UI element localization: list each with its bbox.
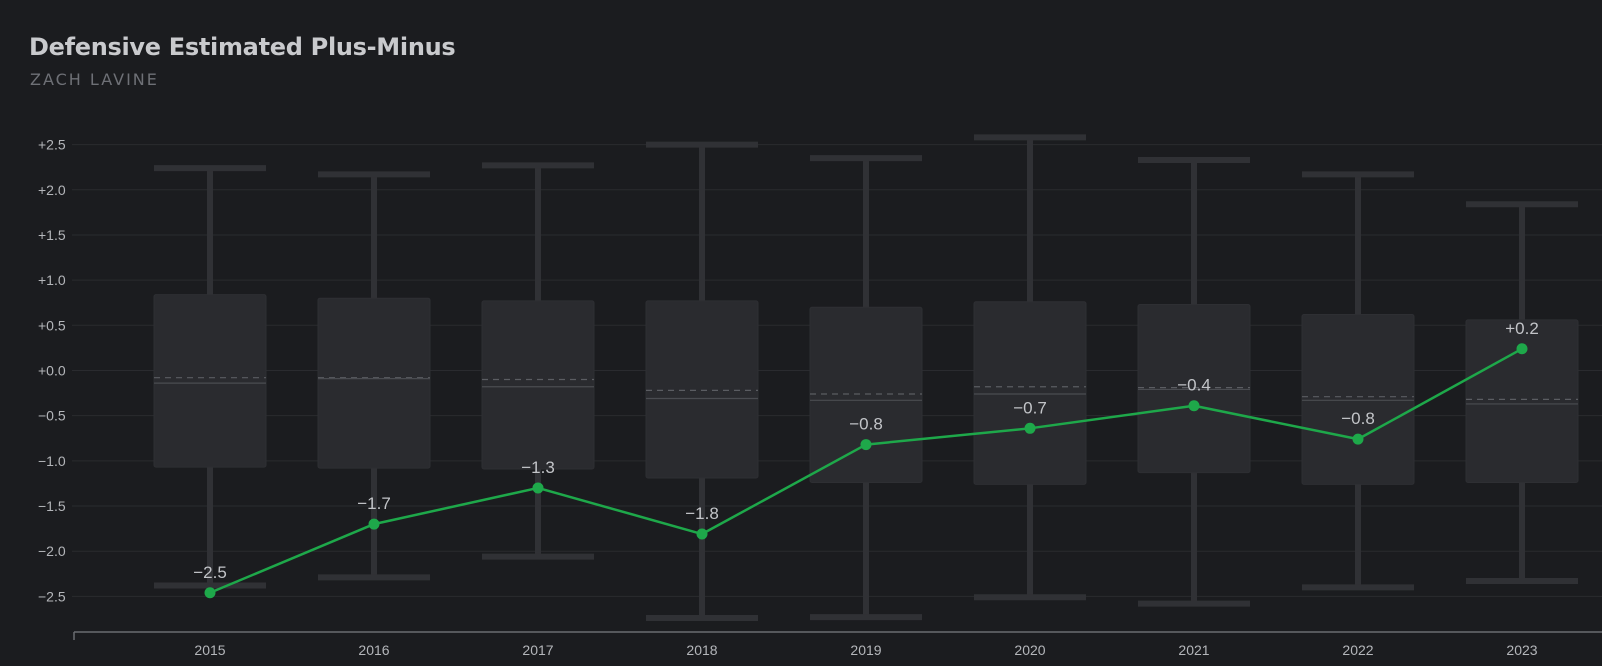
data-point	[696, 528, 708, 540]
y-tick-label: −0.5	[38, 408, 66, 424]
distribution-box	[317, 171, 431, 581]
distribution-box	[809, 155, 923, 621]
distribution-box	[1301, 171, 1415, 591]
y-tick-label: +2.0	[38, 182, 66, 198]
y-tick-label: −1.0	[38, 453, 66, 469]
interquartile-box	[317, 297, 431, 469]
interquartile-box	[645, 300, 759, 479]
data-label: −0.4	[1177, 376, 1211, 395]
data-label: −1.3	[521, 458, 555, 477]
x-tick-label: 2015	[194, 642, 225, 658]
distribution-boxes	[153, 134, 1579, 622]
y-tick-label: +2.5	[38, 137, 66, 153]
interquartile-box	[1465, 319, 1579, 484]
interquartile-box	[809, 306, 923, 484]
y-tick-label: −2.5	[38, 588, 66, 604]
x-tick-label: 2017	[522, 642, 553, 658]
data-label: −0.7	[1013, 398, 1047, 417]
data-labels: −2.5 −1.7 −1.3 −1.8 −0.8 −0.7 −0.4 −0.8 +0.2	[193, 319, 1539, 582]
x-tick-label: 2022	[1342, 642, 1373, 658]
x-tick-label: 2020	[1014, 642, 1045, 658]
x-tick-label: 2016	[358, 642, 389, 658]
data-point	[368, 518, 380, 530]
x-tick-label: 2019	[850, 642, 881, 658]
data-label: −2.5	[193, 563, 227, 582]
data-label: −1.7	[357, 494, 391, 513]
interquartile-box	[1301, 313, 1415, 485]
y-tick-label: +0.0	[38, 362, 66, 378]
data-point	[860, 439, 872, 451]
data-point	[1024, 422, 1036, 434]
y-tick-label: −2.0	[38, 543, 66, 559]
chart-subtitle: ZACH LAVINE	[30, 70, 159, 89]
data-point	[204, 587, 216, 599]
data-label: −1.8	[685, 504, 719, 523]
x-tick-label: 2021	[1178, 642, 1209, 658]
distribution-box	[973, 134, 1087, 601]
distribution-box	[1465, 201, 1579, 585]
data-point	[1516, 343, 1528, 355]
y-axis-labels: +2.5 +2.0 +1.5 +1.0 +0.5 +0.0 −0.5 −1.0 −1.5 −2.0…	[38, 137, 66, 605]
data-label: −0.8	[1341, 409, 1375, 428]
distribution-box	[153, 165, 267, 589]
x-tick-label: 2018	[686, 642, 717, 658]
interquartile-box	[973, 301, 1087, 485]
y-tick-label: +0.5	[38, 317, 66, 333]
x-axis: 2015 2016 2017 2018 2019 2020 2021 2022 2023	[73, 631, 1602, 658]
y-tick-label: +1.5	[38, 227, 66, 243]
x-tick-label: 2023	[1506, 642, 1537, 658]
chart-title: Defensive Estimated Plus-Minus	[29, 33, 456, 61]
interquartile-box	[1137, 304, 1251, 474]
interquartile-box	[153, 294, 267, 468]
interquartile-box	[481, 300, 595, 470]
distribution-box	[645, 141, 759, 622]
data-point	[1188, 400, 1200, 412]
distribution-box	[1137, 156, 1251, 607]
data-point	[532, 482, 544, 494]
player-series	[204, 343, 1528, 599]
data-label: +0.2	[1505, 319, 1539, 338]
data-label: −0.8	[849, 415, 883, 434]
y-tick-label: +1.0	[38, 272, 66, 288]
data-point	[1352, 433, 1364, 445]
y-tick-label: −1.5	[38, 498, 66, 514]
